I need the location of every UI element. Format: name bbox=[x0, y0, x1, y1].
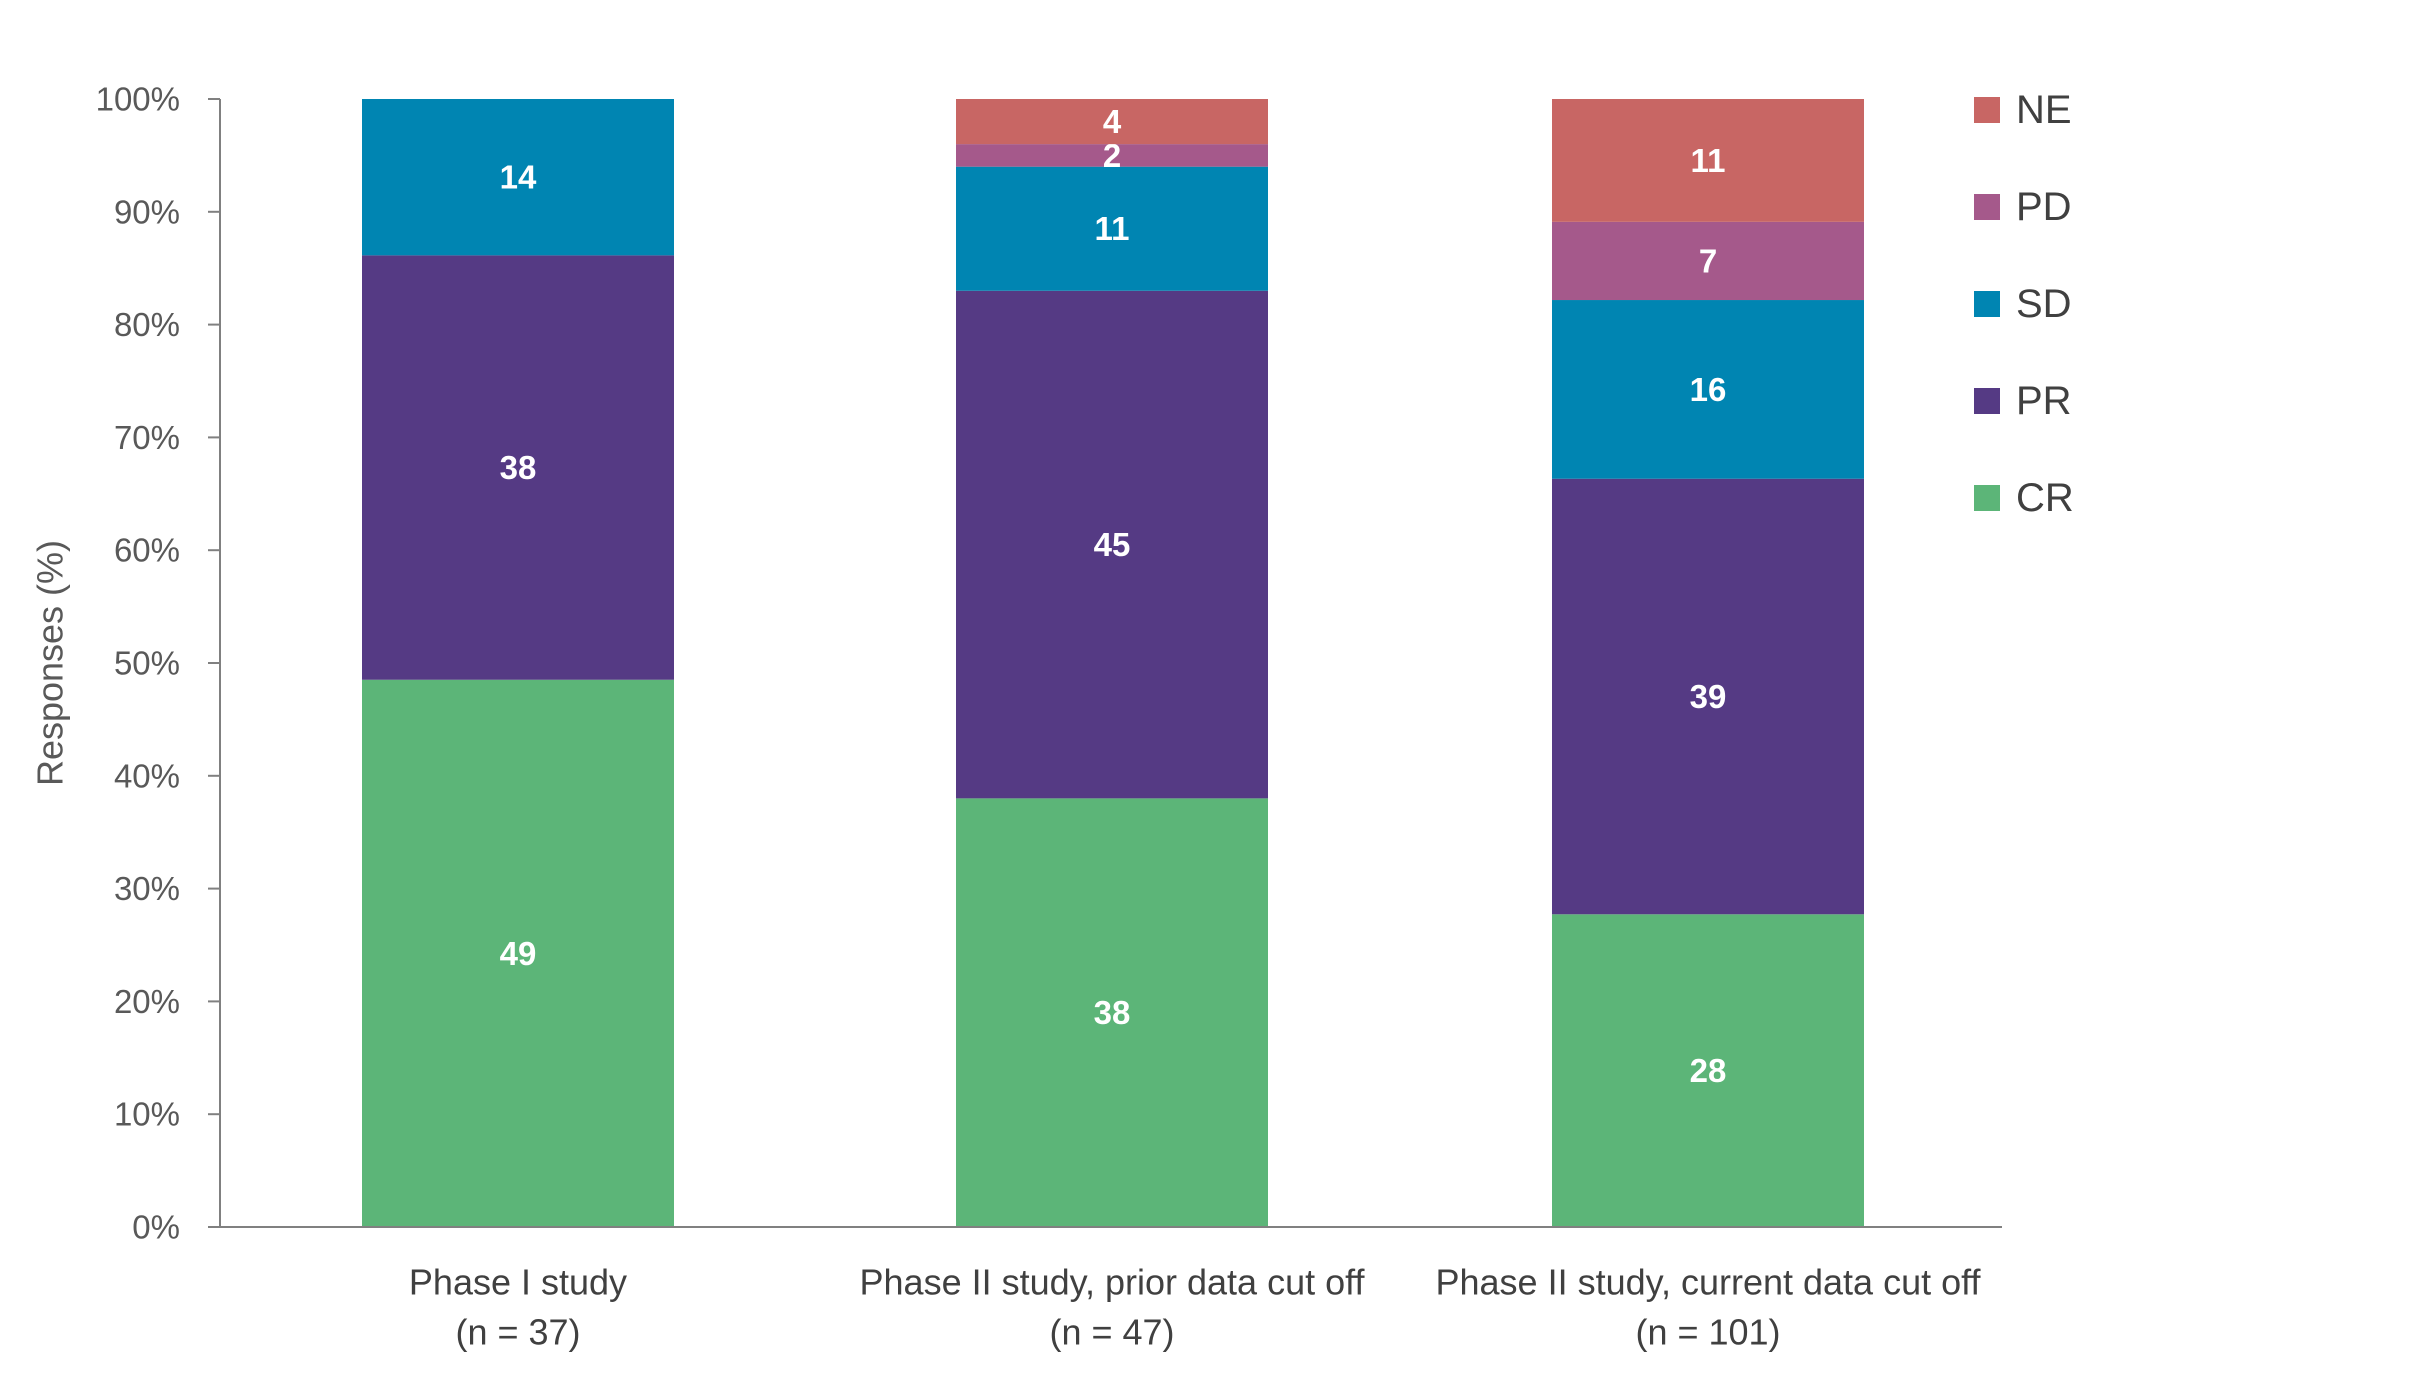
bar-segment-cr-0 bbox=[362, 679, 674, 1227]
data-label-pr-1: 45 bbox=[1094, 526, 1131, 563]
axes-layer: 0% 10% 20% 30% 40% 50% 60% 70% 80% 90% 100% Respons… bbox=[30, 81, 2002, 1353]
legend-label-pd: PD bbox=[2016, 185, 2072, 229]
bars-layer: 49 38 14 38 45 11 24 28 39 16 7 11 bbox=[362, 99, 1864, 1227]
y-tick-label: 20% bbox=[114, 983, 180, 1020]
y-tick-label: 0% bbox=[132, 1209, 180, 1246]
y-axis-title: Responses (%) bbox=[30, 540, 71, 786]
bar-segment-pr-1 bbox=[956, 290, 1268, 799]
y-tick-label: 40% bbox=[114, 757, 180, 794]
legend-swatch-pd bbox=[1974, 194, 2000, 220]
x-category-label-2-line-0: Phase II study, current data cut off bbox=[1436, 1262, 1982, 1303]
y-tick-label: 50% bbox=[114, 645, 180, 682]
y-tick-label: 10% bbox=[114, 1096, 180, 1133]
legend: NE PD SD PR CR bbox=[1974, 88, 2074, 520]
y-tick-label: 90% bbox=[114, 193, 180, 230]
x-category-label-1-line-1: (n = 47) bbox=[1049, 1312, 1174, 1353]
y-tick-label: 30% bbox=[114, 870, 180, 907]
bar-segment-pr-2 bbox=[1552, 478, 1864, 915]
y-tick-label: 100% bbox=[96, 81, 180, 118]
data-label-cr-0: 49 bbox=[500, 935, 537, 972]
legend-swatch-sd bbox=[1974, 291, 2000, 317]
data-label-sd-0: 14 bbox=[500, 159, 537, 196]
bar-segment-cr-1 bbox=[956, 798, 1268, 1227]
bar-segment-cr-2 bbox=[1552, 914, 1864, 1227]
bar-segment-ne-2 bbox=[1552, 99, 1864, 222]
data-label-sd-2: 16 bbox=[1690, 371, 1727, 408]
legend-swatch-ne bbox=[1974, 97, 2000, 123]
data-label-pr-2: 39 bbox=[1690, 678, 1727, 715]
y-tick-label: 60% bbox=[114, 532, 180, 569]
legend-label-pr: PR bbox=[2016, 379, 2072, 423]
bar-segment-pd-2 bbox=[1552, 221, 1864, 301]
data-label-pd-2: 7 bbox=[1699, 242, 1717, 279]
data-label-ne-2: 11 bbox=[1691, 142, 1726, 179]
bar-segment-sd-2 bbox=[1552, 300, 1864, 479]
legend-swatch-pr bbox=[1974, 388, 2000, 414]
x-category-label-0-line-1: (n = 37) bbox=[455, 1312, 580, 1353]
legend-label-sd: SD bbox=[2016, 282, 2072, 326]
legend-swatch-cr bbox=[1974, 485, 2000, 511]
data-label-pd-1: 2 bbox=[1103, 137, 1121, 174]
data-label-cr-2: 28 bbox=[1690, 1052, 1727, 1089]
legend-label-cr: CR bbox=[2016, 476, 2074, 520]
bar-segment-pd-1 bbox=[956, 144, 1268, 167]
y-tick-label: 70% bbox=[114, 419, 180, 456]
bar-segment-ne-1 bbox=[956, 99, 1268, 145]
x-category-label-0-line-0: Phase I study bbox=[409, 1262, 627, 1303]
data-label-sd-1: 11 bbox=[1095, 210, 1130, 247]
data-label-cr-1: 38 bbox=[1094, 994, 1131, 1031]
x-category-label-2-line-1: (n = 101) bbox=[1635, 1312, 1780, 1353]
y-tick-label: 80% bbox=[114, 306, 180, 343]
data-label-pr-0: 38 bbox=[500, 449, 537, 486]
x-category-label-1-line-0: Phase II study, prior data cut off bbox=[860, 1262, 1366, 1303]
data-label-ne-1: 4 bbox=[1103, 103, 1122, 140]
bar-segment-sd-1 bbox=[956, 166, 1268, 291]
bar-segment-sd-0 bbox=[362, 99, 674, 256]
bar-segment-pr-0 bbox=[362, 255, 674, 680]
legend-label-ne: NE bbox=[2016, 88, 2072, 132]
